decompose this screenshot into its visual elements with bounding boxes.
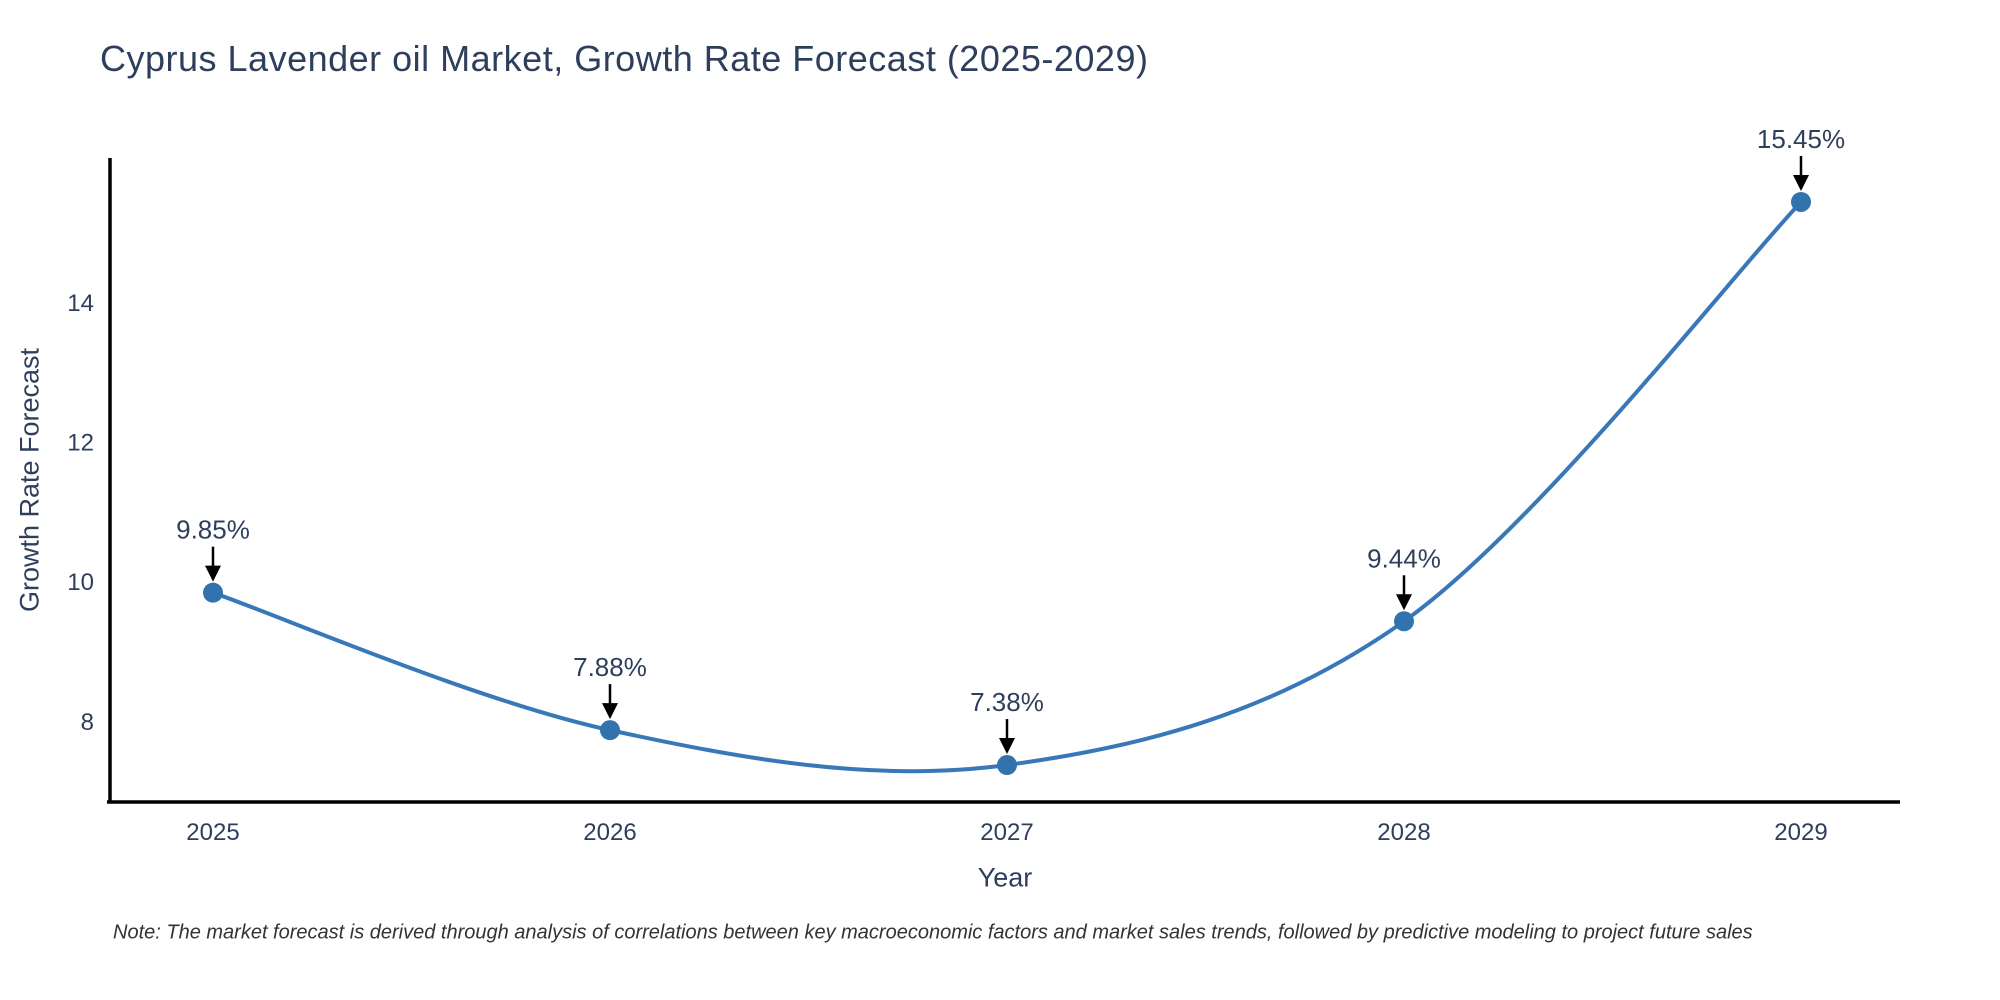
annotation-label: 7.38% bbox=[970, 687, 1044, 717]
data-point-marker bbox=[1791, 191, 1811, 212]
annotation-arrowhead-icon bbox=[1793, 174, 1809, 191]
data-point-marker bbox=[997, 755, 1017, 776]
x-tick-label: 2026 bbox=[583, 819, 636, 846]
annotation-arrowhead-icon bbox=[1396, 594, 1412, 611]
annotation-label: 9.85% bbox=[176, 515, 250, 545]
x-tick-label: 2025 bbox=[186, 819, 239, 846]
chart-title: Cyprus Lavender oil Market, Growth Rate … bbox=[100, 38, 1149, 79]
annotation-label: 15.45% bbox=[1757, 124, 1845, 154]
data-point-marker bbox=[203, 582, 223, 603]
x-axis-title: Year bbox=[977, 862, 1033, 893]
annotation-arrowhead-icon bbox=[205, 565, 221, 582]
data-point-marker bbox=[1394, 611, 1414, 632]
data-point-marker bbox=[600, 720, 620, 741]
x-tick-label: 2028 bbox=[1377, 819, 1430, 846]
annotation-label: 7.88% bbox=[573, 652, 647, 682]
y-tick-label: 8 bbox=[81, 709, 94, 736]
x-tick-label: 2029 bbox=[1774, 819, 1827, 846]
footnote: Note: The market forecast is derived thr… bbox=[113, 921, 1753, 944]
y-tick-label: 12 bbox=[67, 430, 94, 457]
y-tick-label: 14 bbox=[67, 290, 94, 317]
trend-line bbox=[211, 199, 1803, 774]
y-tick-label: 10 bbox=[67, 569, 94, 596]
x-tick-label: 2027 bbox=[980, 819, 1033, 846]
annotation-arrowhead-icon bbox=[999, 738, 1015, 755]
annotation-label: 9.44% bbox=[1367, 543, 1441, 573]
axis-spines bbox=[107, 158, 1900, 804]
annotation-arrowhead-icon bbox=[602, 703, 618, 720]
